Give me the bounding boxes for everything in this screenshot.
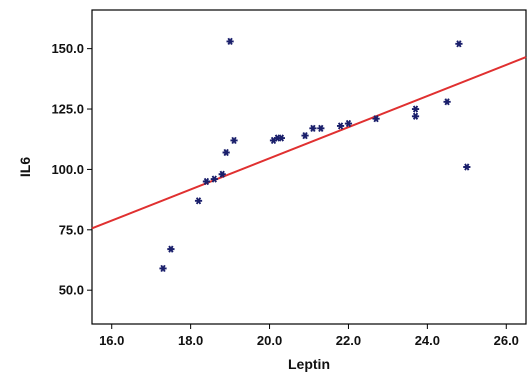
data-point <box>159 264 167 273</box>
data-point <box>411 105 420 113</box>
y-axis-title: IL6 <box>17 157 33 177</box>
data-point <box>455 40 463 48</box>
data-point <box>277 134 285 142</box>
data-point <box>218 170 226 178</box>
fit-line-layer <box>91 56 527 230</box>
y-tick-label: 125.0 <box>51 102 84 117</box>
y-tick-label: 150.0 <box>51 41 84 56</box>
x-tick-label: 24.0 <box>415 333 440 348</box>
x-tick-label: 16.0 <box>99 333 124 348</box>
y-tick-label: 100.0 <box>51 162 84 177</box>
data-point <box>230 136 238 145</box>
data-point <box>463 163 471 171</box>
fit-line <box>91 56 527 230</box>
y-tick-label: 50.0 <box>59 283 84 298</box>
data-point <box>309 124 317 132</box>
data-point <box>202 177 211 186</box>
data-point <box>317 124 325 132</box>
data-point <box>210 175 218 183</box>
data-point <box>336 122 345 130</box>
x-tick-label: 22.0 <box>336 333 361 348</box>
x-tick-label: 26.0 <box>494 333 519 348</box>
plot-frame <box>91 9 527 325</box>
data-point <box>301 132 309 140</box>
data-points <box>159 37 471 273</box>
data-point <box>443 98 451 106</box>
y-axis-ticks: 50.0 75.0 100.0 125.0 150.0 <box>51 41 92 298</box>
data-point <box>226 37 234 45</box>
x-axis-ticks: 16.0 18.0 20.0 22.0 24.0 26.0 <box>99 324 519 348</box>
x-axis-title: Leptin <box>288 356 330 372</box>
data-point <box>194 197 203 205</box>
x-tick-label: 18.0 <box>178 333 203 348</box>
x-tick-label: 20.0 <box>257 333 282 348</box>
data-point <box>372 115 380 123</box>
data-point <box>167 245 175 253</box>
data-point <box>222 148 230 157</box>
y-tick-label: 75.0 <box>59 222 84 237</box>
data-point <box>344 119 353 128</box>
data-point <box>411 112 420 120</box>
